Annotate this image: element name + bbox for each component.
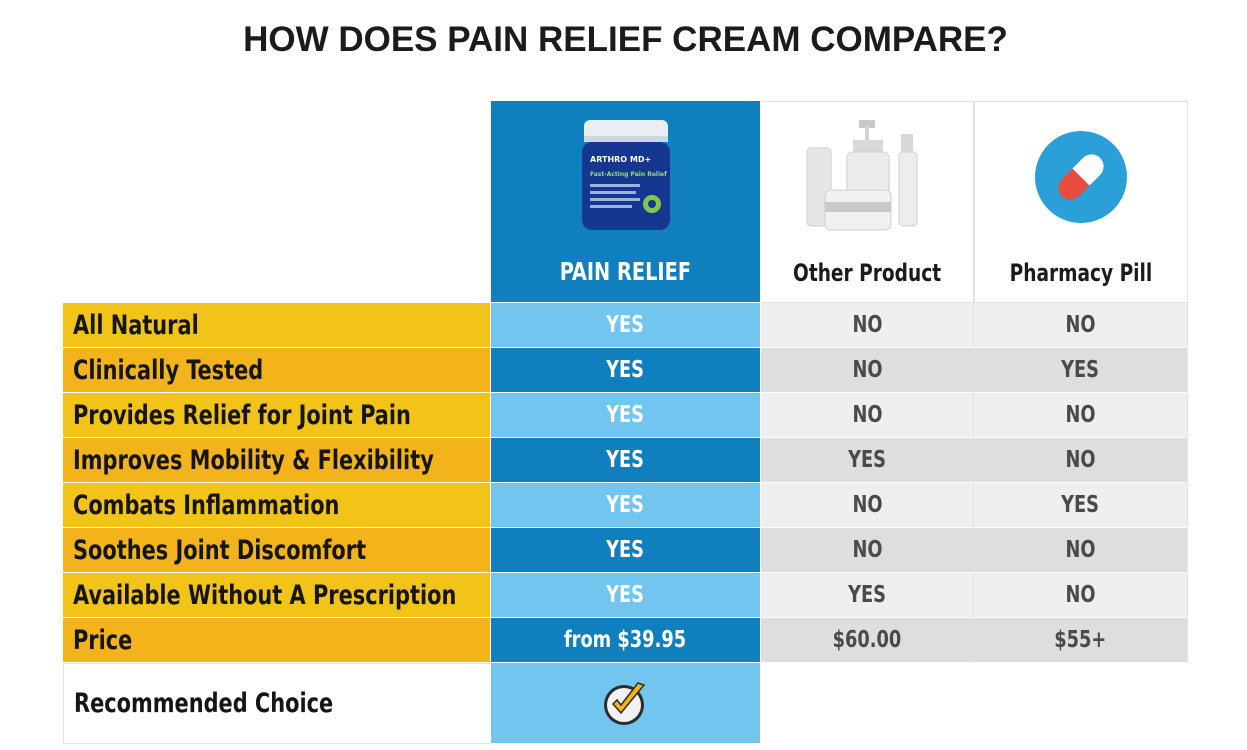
cosmetic-bottles-icon [761,118,973,236]
feature-label: Provides Relief for Joint Pain [63,393,491,438]
price-pharmacy-pill: $55+ [974,618,1188,663]
value-pharmacy-pill: NO [974,303,1188,348]
value-pain-relief: YES [491,528,761,573]
product-col-other: Other Product [761,101,974,303]
value-pharmacy-pill: YES [974,348,1188,393]
feature-label: Combats Inflammation [63,483,491,528]
price-other-product: $60.00 [761,618,974,663]
comparison-table: ARTHRO MD+ Fast-Acting Pain Relief PAIN … [63,101,1188,744]
table-row: Available Without A Prescription YES YES… [63,573,1188,618]
page-title: HOW DOES PAIN RELIEF CREAM COMPARE? [243,20,1008,59]
value-other-product: NO [761,393,974,438]
product-col-pharmacy: Pharmacy Pill [974,101,1188,303]
header-row: ARTHRO MD+ Fast-Acting Pain Relief PAIN … [63,101,1188,303]
value-other-product: YES [761,438,974,483]
jar-tagline-text: Fast-Acting Pain Relief [590,171,667,178]
value-pharmacy-pill: NO [974,393,1188,438]
value-pain-relief: YES [491,483,761,528]
value-pain-relief: YES [491,303,761,348]
cream-jar-icon: ARTHRO MD+ Fast-Acting Pain Relief [491,117,760,235]
value-other-product: YES [761,573,974,618]
value-other-product: NO [761,348,974,393]
product-name: Pharmacy Pill [1009,259,1153,287]
feature-label: Clinically Tested [63,348,491,393]
table-row: Clinically Tested YES NO YES [63,348,1188,393]
product-name: PAIN RELIEF [559,257,692,286]
table-row: Combats Inflammation YES NO YES [63,483,1188,528]
feature-label: Improves Mobility & Flexibility [63,438,491,483]
value-pain-relief: YES [491,438,761,483]
value-pharmacy-pill: NO [974,573,1188,618]
recommended-cell [491,663,761,744]
table-row: Soothes Joint Discomfort YES NO NO [63,528,1188,573]
value-other-product: NO [761,303,974,348]
table-row: Improves Mobility & Flexibility YES YES … [63,438,1188,483]
product-col-pain-relief: ARTHRO MD+ Fast-Acting Pain Relief PAIN … [491,101,761,303]
header-empty-cell [63,101,491,303]
recommended-row: Recommended Choice [63,663,1188,744]
recommended-label: Recommended Choice [63,663,491,744]
value-pain-relief: YES [491,393,761,438]
table-row: Provides Relief for Joint Pain YES NO NO [63,393,1188,438]
table-row: All Natural YES NO NO [63,303,1188,348]
value-pain-relief: YES [491,573,761,618]
value-pain-relief: YES [491,348,761,393]
value-pharmacy-pill: YES [974,483,1188,528]
feature-label: Price [63,618,491,663]
jar-brand-text: ARTHRO MD+ [590,155,651,164]
pill-capsule-icon [975,118,1187,236]
value-other-product: NO [761,483,974,528]
product-name: Other Product [792,259,942,287]
price-pain-relief: from $39.95 [491,618,761,663]
value-pharmacy-pill: NO [974,528,1188,573]
feature-label: Soothes Joint Discomfort [63,528,491,573]
feature-label: All Natural [63,303,491,348]
value-other-product: NO [761,528,974,573]
price-row: Price from $39.95 $60.00 $55+ [63,618,1188,663]
checkmark-badge-icon [603,682,645,725]
value-pharmacy-pill: NO [974,438,1188,483]
feature-label: Available Without A Prescription [63,573,491,618]
